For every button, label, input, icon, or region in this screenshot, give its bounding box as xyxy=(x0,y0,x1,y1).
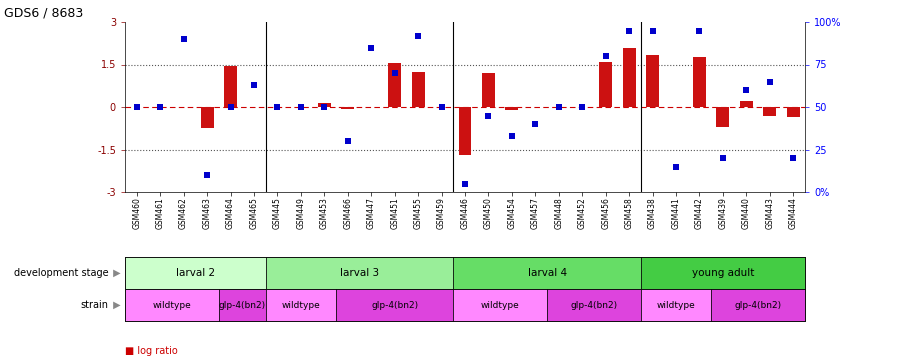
Bar xyxy=(787,107,799,117)
Bar xyxy=(740,101,752,107)
Bar xyxy=(711,289,805,321)
Point xyxy=(646,27,660,33)
Bar xyxy=(265,289,336,321)
Text: wildtype: wildtype xyxy=(481,301,519,310)
Point xyxy=(622,27,636,33)
Text: glp-4(bn2): glp-4(bn2) xyxy=(371,301,418,310)
Bar xyxy=(219,289,265,321)
Point xyxy=(341,138,356,144)
Point xyxy=(388,70,402,76)
Point xyxy=(481,113,495,119)
Text: ■ log ratio: ■ log ratio xyxy=(125,346,178,356)
Bar xyxy=(224,66,237,107)
Point xyxy=(153,104,168,110)
Bar xyxy=(641,289,711,321)
Point xyxy=(786,155,800,161)
Text: young adult: young adult xyxy=(692,268,754,278)
Text: larval 2: larval 2 xyxy=(176,268,215,278)
Text: larval 3: larval 3 xyxy=(340,268,379,278)
Bar xyxy=(265,257,453,289)
Bar xyxy=(764,107,776,116)
Text: GDS6 / 8683: GDS6 / 8683 xyxy=(4,6,83,19)
Bar xyxy=(412,72,425,107)
Bar xyxy=(506,107,519,110)
Point xyxy=(411,33,426,39)
Point xyxy=(270,104,285,110)
Bar xyxy=(600,62,612,107)
Bar xyxy=(453,257,641,289)
Text: glp-4(bn2): glp-4(bn2) xyxy=(218,301,266,310)
Bar xyxy=(482,73,495,107)
Point xyxy=(552,104,566,110)
Point xyxy=(434,104,449,110)
Bar xyxy=(342,107,355,109)
Point xyxy=(294,104,309,110)
Point xyxy=(364,45,379,50)
Text: wildtype: wildtype xyxy=(657,301,695,310)
Point xyxy=(739,87,753,93)
Bar xyxy=(459,107,472,155)
Text: wildtype: wildtype xyxy=(282,301,321,310)
Point xyxy=(317,104,332,110)
Point xyxy=(129,104,144,110)
Text: ▶: ▶ xyxy=(110,268,121,278)
Text: glp-4(bn2): glp-4(bn2) xyxy=(570,301,617,310)
Bar xyxy=(318,103,331,107)
Point xyxy=(505,133,519,139)
Point xyxy=(763,79,777,84)
Point xyxy=(575,104,589,110)
Point xyxy=(669,164,683,169)
Text: development stage: development stage xyxy=(14,268,109,278)
Bar xyxy=(125,289,219,321)
Text: ▶: ▶ xyxy=(110,300,121,310)
Point xyxy=(716,155,730,161)
Point xyxy=(247,82,262,88)
Bar xyxy=(547,289,641,321)
Bar xyxy=(623,47,635,107)
Point xyxy=(176,36,191,42)
Bar xyxy=(641,257,805,289)
Point xyxy=(692,27,706,33)
Point xyxy=(599,53,613,59)
Point xyxy=(223,104,238,110)
Bar xyxy=(125,257,265,289)
Bar xyxy=(717,107,729,127)
Text: strain: strain xyxy=(81,300,109,310)
Text: wildtype: wildtype xyxy=(153,301,192,310)
Bar xyxy=(693,57,705,107)
Point xyxy=(200,172,215,178)
Text: glp-4(bn2): glp-4(bn2) xyxy=(735,301,782,310)
Text: larval 4: larval 4 xyxy=(528,268,566,278)
Point xyxy=(458,181,472,186)
Bar xyxy=(336,289,453,321)
Bar xyxy=(453,289,547,321)
Bar xyxy=(389,63,402,107)
Point xyxy=(528,121,542,127)
Bar xyxy=(647,55,659,107)
Bar xyxy=(201,107,214,128)
